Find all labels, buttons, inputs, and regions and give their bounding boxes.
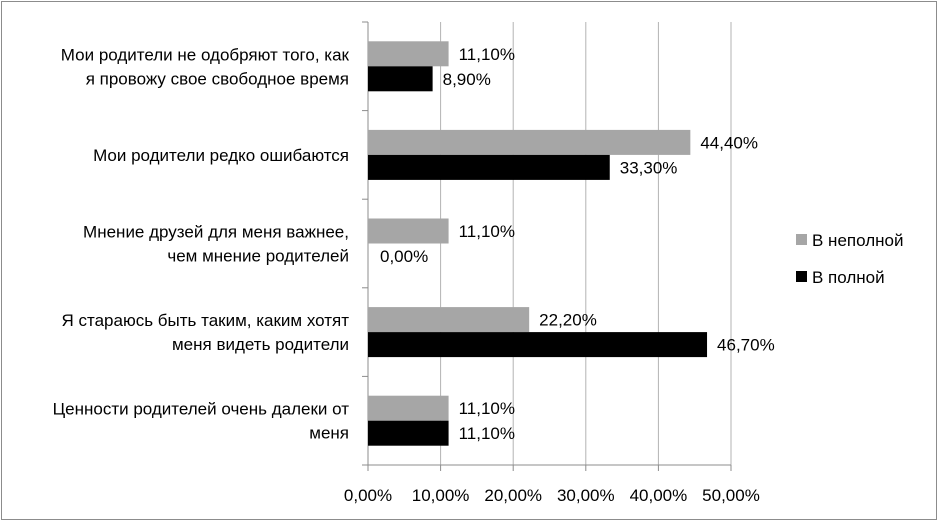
category-label: Я стараюсь быть таким, каким хотят меня в… bbox=[61, 311, 349, 354]
data-label: 11,10% bbox=[459, 424, 515, 443]
data-label: 33,30% bbox=[620, 158, 678, 177]
x-tick-label: 0,00% bbox=[344, 486, 392, 505]
x-tick-label: 50,00% bbox=[702, 486, 760, 505]
bar bbox=[368, 332, 708, 358]
bar bbox=[368, 218, 449, 244]
category-label: Мои родители не одобряют того, как я пров… bbox=[61, 45, 350, 88]
data-label: 44,40% bbox=[700, 133, 758, 152]
bar bbox=[368, 420, 449, 446]
data-label: 11,10% bbox=[459, 45, 515, 64]
bar bbox=[368, 307, 530, 333]
legend-swatch bbox=[796, 271, 807, 282]
bar bbox=[368, 129, 691, 155]
x-tick-label: 30,00% bbox=[557, 486, 615, 505]
category-label: Мои родители редко ошибаются bbox=[93, 146, 349, 165]
bar bbox=[368, 154, 610, 180]
data-label: 0,00% bbox=[380, 247, 428, 266]
category-label: Ценности родителей очень далеки от меня bbox=[53, 400, 350, 443]
data-label: 11,10% bbox=[459, 399, 515, 418]
data-label: 8,90% bbox=[443, 70, 491, 89]
category-label: Мнение друзей для меня важнее, чем мнение… bbox=[83, 223, 349, 266]
legend-label: В неполной bbox=[812, 231, 903, 250]
x-tick-label: 40,00% bbox=[630, 486, 688, 505]
legend-swatch bbox=[796, 234, 807, 245]
data-label: 22,20% bbox=[539, 311, 597, 330]
bar bbox=[368, 66, 433, 92]
legend-label: В полной bbox=[812, 268, 885, 287]
data-label: 46,70% bbox=[717, 336, 775, 355]
bar bbox=[368, 41, 449, 67]
x-tick-label: 10,00% bbox=[412, 486, 470, 505]
data-label: 11,10% bbox=[459, 222, 515, 241]
bar bbox=[368, 395, 449, 421]
x-tick-label: 20,00% bbox=[484, 486, 542, 505]
